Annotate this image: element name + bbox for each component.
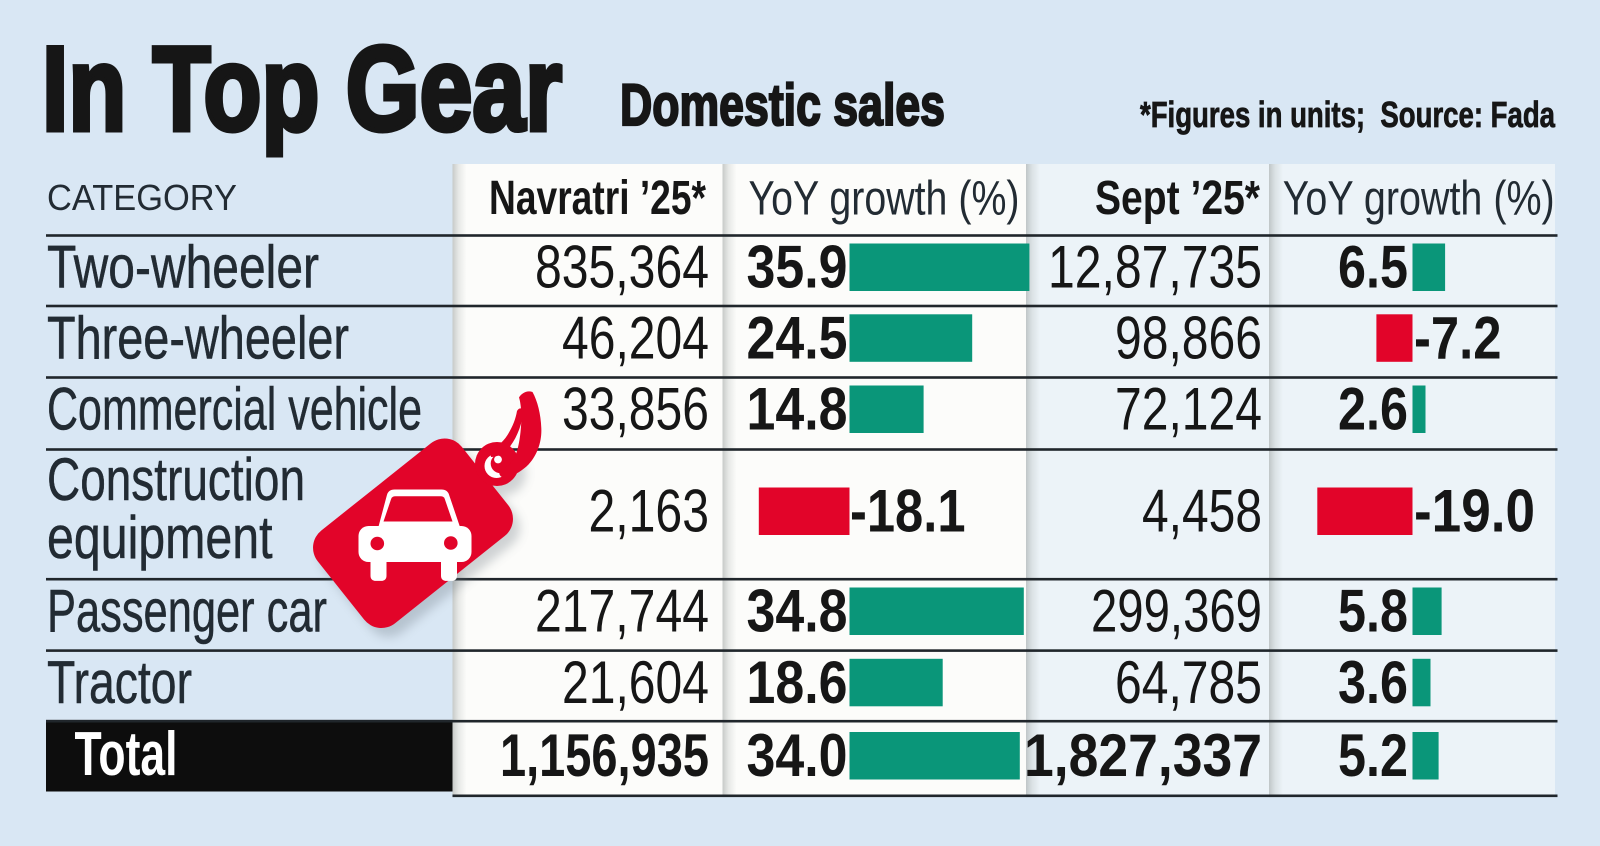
svg-text:Commercial vehicle: Commercial vehicle xyxy=(47,376,422,443)
svg-text:72,124: 72,124 xyxy=(1115,376,1262,443)
svg-text:Passenger car: Passenger car xyxy=(47,578,327,645)
svg-text:Navratri ’25*: Navratri ’25* xyxy=(489,172,706,225)
svg-text:34.8: 34.8 xyxy=(747,578,848,645)
svg-text:21,604: 21,604 xyxy=(562,649,709,716)
svg-text:YoY growth (%): YoY growth (%) xyxy=(749,172,1020,226)
svg-text:35.9: 35.9 xyxy=(747,234,848,301)
svg-text:YoY growth (%): YoY growth (%) xyxy=(1283,172,1555,226)
svg-text:Construction: Construction xyxy=(47,446,305,513)
svg-text:33,856: 33,856 xyxy=(562,376,709,443)
svg-text:Total: Total xyxy=(75,720,178,789)
svg-text:12,87,735: 12,87,735 xyxy=(1048,234,1262,301)
svg-text:Sept ’25*: Sept ’25* xyxy=(1095,172,1260,225)
svg-text:*Figures in units; Source: Fa: *Figures in units; Source: Fada xyxy=(1140,94,1556,135)
svg-text:6.5: 6.5 xyxy=(1338,234,1408,301)
svg-text:Domestic sales: Domestic sales xyxy=(620,73,945,138)
svg-text:In Top Gear: In Top Gear xyxy=(42,22,562,156)
svg-text:299,369: 299,369 xyxy=(1091,578,1262,645)
svg-text:98,866: 98,866 xyxy=(1115,304,1262,371)
svg-text:5.2: 5.2 xyxy=(1338,722,1408,789)
svg-text:1,156,935: 1,156,935 xyxy=(500,722,709,789)
svg-text:-19.0: -19.0 xyxy=(1414,478,1535,545)
svg-text:24.5: 24.5 xyxy=(747,304,848,371)
svg-text:-7.2: -7.2 xyxy=(1414,304,1502,371)
svg-text:5.8: 5.8 xyxy=(1338,578,1408,645)
svg-text:46,204: 46,204 xyxy=(562,304,709,371)
svg-text:3.6: 3.6 xyxy=(1338,649,1408,716)
svg-text:2.6: 2.6 xyxy=(1338,376,1408,443)
svg-text:Two-wheeler: Two-wheeler xyxy=(47,234,319,301)
svg-text:equipment: equipment xyxy=(47,504,273,571)
svg-text:14.8: 14.8 xyxy=(747,376,848,443)
svg-text:Three-wheeler: Three-wheeler xyxy=(47,304,349,371)
svg-text:18.6: 18.6 xyxy=(747,649,848,716)
svg-text:217,744: 217,744 xyxy=(535,578,709,645)
svg-text:34.0: 34.0 xyxy=(747,722,848,789)
svg-text:835,364: 835,364 xyxy=(535,234,709,301)
svg-text:Tractor: Tractor xyxy=(47,649,192,716)
svg-text:CATEGORY: CATEGORY xyxy=(47,177,237,218)
svg-text:-18.1: -18.1 xyxy=(850,478,966,545)
svg-text:2,163: 2,163 xyxy=(589,478,710,545)
svg-text:1,827,337: 1,827,337 xyxy=(1024,722,1262,789)
svg-text:4,458: 4,458 xyxy=(1142,478,1262,545)
svg-text:64,785: 64,785 xyxy=(1115,649,1262,716)
